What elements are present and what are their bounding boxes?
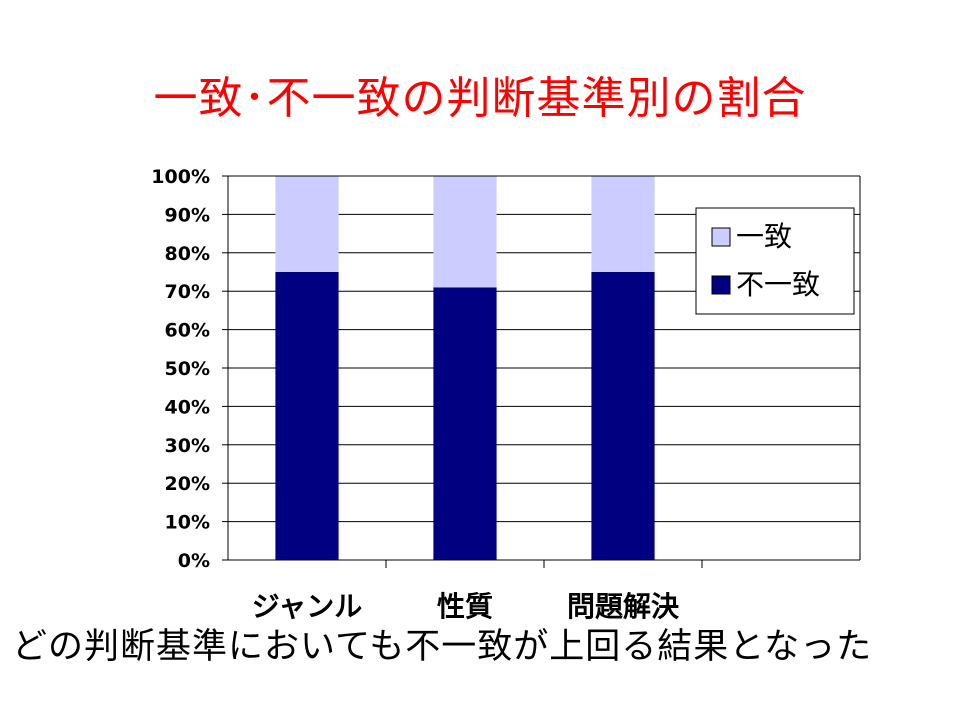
legend-swatch: [711, 227, 731, 247]
y-tick-label: 20%: [165, 473, 210, 495]
x-category-label: 問題解決: [567, 590, 680, 620]
axes: 0% 10% 20% 30% 40% 50% 60% 70% 80% 90% 100% ジャンル 性質 問…: [151, 166, 861, 620]
legend-swatch: [711, 275, 731, 295]
y-tick-label: 40%: [165, 396, 210, 418]
bar-segment: [591, 176, 655, 272]
y-tick-label: 10%: [165, 512, 210, 534]
y-tick-label: 80%: [165, 243, 210, 265]
x-category-label: ジャンル: [252, 590, 363, 620]
x-category-label: 性質: [437, 590, 493, 620]
bars: [275, 176, 655, 560]
bar-segment: [275, 272, 339, 560]
y-tick-label: 30%: [165, 435, 210, 457]
bar-segment: [591, 272, 655, 560]
bar-segment: [433, 176, 497, 288]
bar-segment: [275, 176, 339, 272]
slide-title: 一致･不一致の判断基準別の割合: [153, 73, 807, 124]
y-tick-label: 100%: [151, 166, 210, 188]
y-tick-label: 90%: [165, 204, 210, 226]
legend-label: 一致: [736, 220, 792, 253]
y-tick-label: 50%: [165, 358, 210, 380]
legend-label: 不一致: [736, 268, 820, 301]
y-tick-label: 60%: [165, 320, 210, 342]
y-tick-label: 70%: [165, 281, 210, 303]
conclusion-caption: どの判断基準においても不一致が上回る結果となった: [12, 627, 873, 667]
bar-segment: [433, 287, 497, 560]
y-tick-label: 0%: [178, 550, 210, 572]
stacked-bar-chart: 0% 10% 20% 30% 40% 50% 60% 70% 80% 90% 100% ジャンル 性質 問…: [151, 166, 861, 620]
legend-box: [695, 207, 855, 315]
